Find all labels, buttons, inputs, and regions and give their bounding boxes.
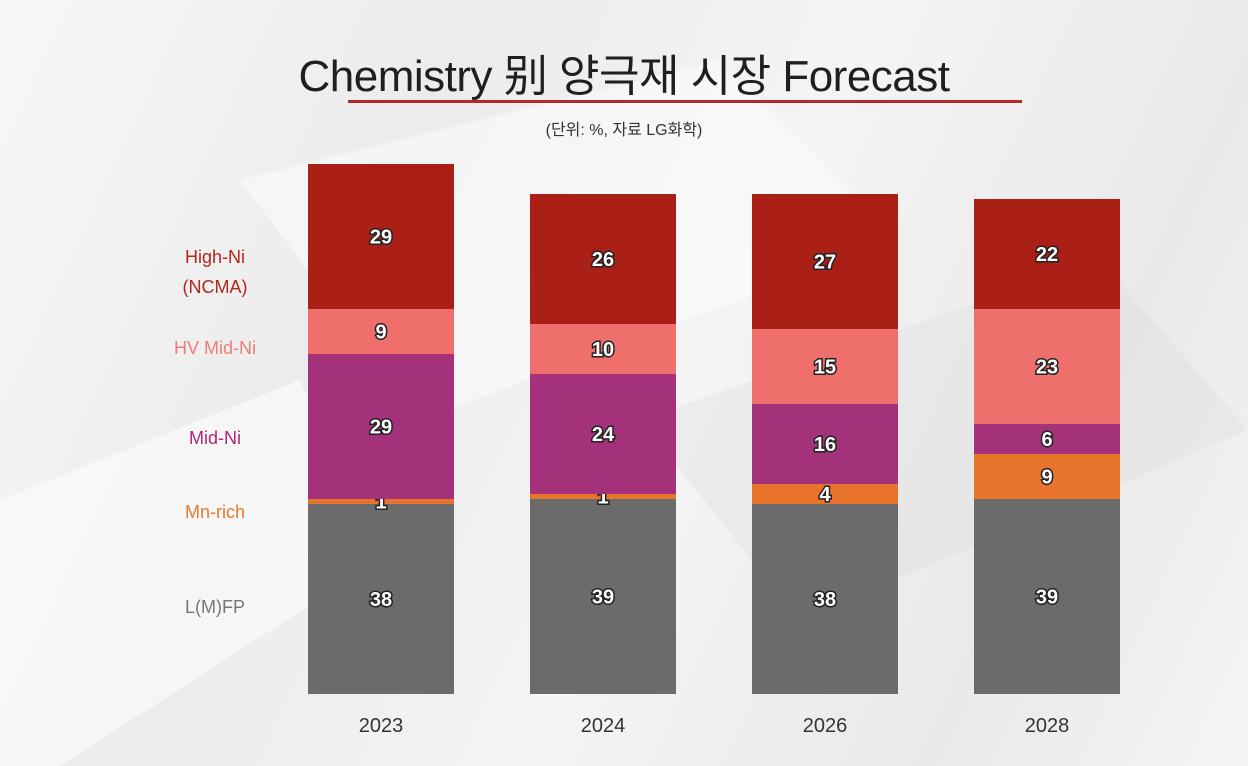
data-label-2026-0: 38 [814, 589, 836, 611]
bar-segment-2024-0 [530, 499, 676, 694]
data-label-2024-3: 10 [592, 339, 614, 361]
data-label-2024-2: 24 [592, 424, 615, 446]
bar-segment-2026-3 [752, 329, 898, 404]
legend-label-mid-ni: Mid-Ni [189, 428, 241, 448]
legend-item-mid-ni: Mid-Ni [130, 423, 300, 453]
bar-segment-2028-4 [974, 199, 1120, 309]
bar-segment-2028-2 [974, 424, 1120, 454]
bar-segment-2026-4 [752, 194, 898, 329]
bar-segment-2023-0 [308, 504, 454, 694]
bar-segment-2028-3 [974, 309, 1120, 424]
data-label-2024-4: 26 [592, 249, 614, 271]
data-label-2023-0: 38 [370, 589, 392, 611]
data-label-2023-3: 9 [375, 322, 386, 344]
legend-label-hv-mid-ni: HV Mid-Ni [173, 338, 256, 358]
bar-segment-2026-1 [752, 484, 898, 504]
legend-item-high-ni: High-Ni (NCMA) [130, 242, 300, 302]
legend-label-lmfp: L(M)FP [185, 597, 245, 617]
x-tick-label-2026: 2026 [803, 715, 848, 737]
bar-segment-2028-0 [974, 499, 1120, 694]
data-label-2028-3: 23 [1036, 357, 1058, 379]
legend-item-lmfp: L(M)FP [130, 592, 300, 622]
data-label-2026-4: 27 [814, 252, 836, 274]
x-tick-label-2024: 2024 [581, 715, 626, 737]
bar-segment-2026-0 [752, 504, 898, 694]
page-subtitle: (단위: %, 자료 LG화학) [545, 122, 703, 139]
data-label-2026-2: 16 [814, 434, 836, 456]
data-label-2028-0: 39 [1036, 587, 1058, 609]
legend-label-high-ni-line2: (NCMA) [182, 277, 248, 297]
bar-segment-2024-3 [530, 324, 676, 374]
legend-item-mn-rich: Mn-rich [130, 497, 300, 527]
bar-segment-2024-4 [530, 194, 676, 324]
bar-segment-2023-3 [308, 309, 454, 354]
bar-segment-2023-1 [308, 499, 454, 504]
title-underline [348, 100, 1022, 103]
bar-segment-2023-4 [308, 164, 454, 309]
bar-segment-2024-1 [530, 494, 676, 499]
data-label-2023-2: 29 [370, 417, 392, 439]
data-label-2028-1: 9 [1041, 467, 1052, 489]
data-label-2028-2: 6 [1041, 429, 1052, 451]
x-tick-label-2028: 2028 [1025, 715, 1070, 737]
bar-segment-2026-2 [752, 404, 898, 484]
bar-segment-2028-1 [974, 454, 1120, 499]
data-label-2026-1: 4 [819, 484, 831, 506]
data-label-2023-4: 29 [370, 227, 392, 249]
legend-label-high-ni-line1: High-Ni [184, 247, 245, 267]
page-title: Chemistry 别 양극재 시장 Forecast [298, 52, 951, 101]
x-tick-label-2023: 2023 [359, 715, 404, 737]
bar-segment-2023-2 [308, 354, 454, 499]
bar-segment-2024-2 [530, 374, 676, 494]
legend-label-mn-rich: Mn-rich [184, 502, 245, 522]
data-label-2028-4: 22 [1036, 244, 1058, 266]
data-label-2026-3: 15 [814, 357, 836, 379]
legend-item-hv-mid-ni: HV Mid-Ni [130, 333, 300, 363]
data-label-2024-0: 39 [592, 587, 614, 609]
